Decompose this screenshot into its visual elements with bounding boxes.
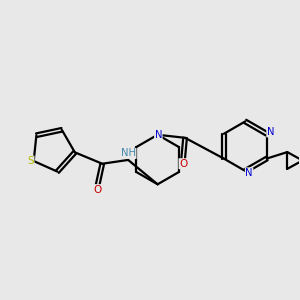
Text: N: N <box>245 168 253 178</box>
Text: NH: NH <box>121 148 136 158</box>
Text: N: N <box>154 130 162 140</box>
Text: S: S <box>27 156 34 166</box>
Text: N: N <box>267 127 274 137</box>
Text: O: O <box>94 185 102 195</box>
Text: O: O <box>179 159 187 169</box>
